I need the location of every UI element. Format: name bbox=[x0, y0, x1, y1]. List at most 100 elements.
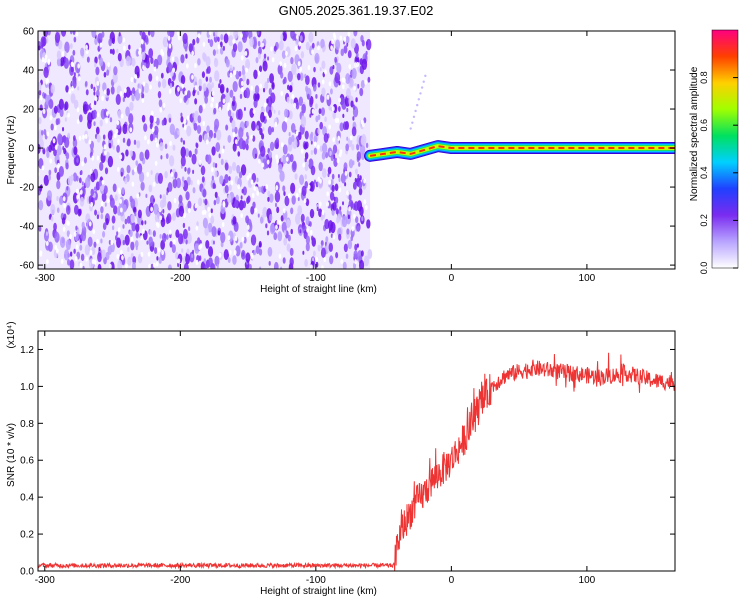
noise-speckle bbox=[180, 137, 183, 143]
noise-speckle bbox=[219, 83, 225, 94]
noise-speckle bbox=[72, 31, 76, 36]
noise-speckle bbox=[124, 234, 130, 246]
noise-gap bbox=[356, 61, 360, 68]
noise-speckle bbox=[127, 247, 130, 252]
figure-title: GN05.2025.361.19.37.E02 bbox=[279, 3, 434, 18]
noise-speckle bbox=[365, 41, 369, 46]
noise-speckle bbox=[350, 38, 356, 49]
noise-speckle bbox=[204, 226, 209, 237]
noise-gap bbox=[265, 184, 269, 190]
noise-speckle bbox=[122, 137, 126, 143]
noise-speckle bbox=[112, 145, 115, 150]
noise-speckle bbox=[228, 35, 234, 47]
noise-speckle bbox=[87, 236, 93, 248]
noise-gap bbox=[71, 85, 74, 92]
noise-gap bbox=[138, 50, 141, 56]
noise-speckle bbox=[249, 37, 254, 47]
noise-speckle bbox=[66, 186, 69, 191]
noise-speckle bbox=[252, 201, 256, 209]
noise-gap bbox=[240, 32, 243, 39]
noise-speckle bbox=[257, 213, 260, 218]
noise-gap bbox=[244, 50, 248, 57]
noise-speckle bbox=[149, 123, 153, 130]
noise-speckle bbox=[357, 83, 360, 89]
noise-speckle bbox=[345, 35, 350, 44]
noise-speckle bbox=[319, 67, 322, 72]
noise-gap bbox=[81, 161, 85, 167]
signal-streak-dot bbox=[417, 98, 421, 101]
noise-speckle bbox=[64, 101, 69, 111]
noise-speckle bbox=[252, 135, 256, 142]
noise-speckle bbox=[337, 213, 342, 222]
noise-speckle bbox=[48, 214, 52, 220]
noise-speckle bbox=[231, 128, 234, 133]
noise-speckle bbox=[282, 144, 288, 155]
noise-speckle bbox=[347, 50, 352, 59]
noise-speckle bbox=[73, 36, 77, 43]
noise-gap bbox=[230, 180, 234, 186]
noise-gap bbox=[266, 115, 270, 121]
noise-gap bbox=[340, 258, 344, 265]
noise-speckle bbox=[206, 65, 211, 74]
snr-x-tick-label: -200 bbox=[170, 575, 190, 586]
noise-gap bbox=[338, 187, 342, 193]
noise-gap bbox=[172, 67, 176, 73]
noise-speckle bbox=[126, 215, 131, 224]
noise-speckle bbox=[276, 206, 280, 214]
noise-gap bbox=[317, 144, 320, 150]
noise-speckle bbox=[256, 93, 260, 101]
noise-gap bbox=[218, 252, 222, 258]
noise-speckle bbox=[286, 243, 291, 252]
noise-speckle bbox=[237, 41, 243, 53]
noise-speckle bbox=[185, 53, 188, 59]
noise-speckle bbox=[207, 38, 210, 43]
noise-speckle bbox=[79, 244, 83, 251]
noise-speckle bbox=[356, 225, 360, 232]
noise-speckle bbox=[105, 218, 109, 226]
noise-speckle bbox=[304, 174, 307, 180]
noise-gap bbox=[240, 80, 244, 86]
noise-speckle bbox=[99, 32, 103, 41]
colorbar-tick-label: 0.6 bbox=[699, 119, 709, 132]
noise-speckle bbox=[129, 90, 133, 96]
noise-speckle bbox=[152, 230, 156, 237]
noise-speckle bbox=[273, 45, 277, 52]
noise-gap bbox=[275, 154, 279, 160]
noise-speckle bbox=[131, 94, 135, 102]
noise-gap bbox=[92, 229, 96, 235]
noise-speckle bbox=[61, 217, 66, 225]
noise-speckle bbox=[194, 243, 200, 254]
noise-speckle bbox=[330, 233, 333, 238]
noise-gap bbox=[343, 36, 347, 42]
noise-gap bbox=[326, 94, 330, 100]
noise-speckle bbox=[64, 41, 70, 54]
noise-speckle bbox=[359, 143, 366, 156]
noise-speckle bbox=[140, 181, 145, 191]
noise-speckle bbox=[258, 242, 262, 248]
noise-speckle bbox=[153, 198, 156, 203]
noise-speckle bbox=[116, 237, 122, 248]
noise-speckle bbox=[361, 39, 365, 47]
noise-speckle bbox=[329, 191, 335, 201]
noise-speckle bbox=[181, 181, 185, 188]
noise-speckle bbox=[70, 66, 74, 73]
noise-gap bbox=[251, 192, 255, 199]
noise-speckle bbox=[122, 97, 125, 103]
noise-speckle bbox=[298, 96, 304, 106]
noise-speckle bbox=[288, 136, 293, 146]
noise-gap bbox=[282, 208, 286, 214]
noise-speckle bbox=[196, 36, 200, 44]
noise-speckle bbox=[347, 239, 353, 250]
noise-gap bbox=[199, 243, 203, 249]
noise-speckle bbox=[114, 194, 118, 201]
spectrogram-x-ticks: -300 -200 -100 0 100 bbox=[35, 31, 596, 284]
noise-speckle bbox=[359, 175, 362, 181]
noise-speckle bbox=[168, 155, 175, 167]
noise-speckle bbox=[56, 195, 59, 202]
signal-streak-dot bbox=[424, 74, 427, 78]
noise-speckle bbox=[305, 216, 310, 226]
noise-gap bbox=[168, 229, 172, 235]
noise-speckle bbox=[284, 195, 290, 207]
noise-speckle bbox=[210, 208, 213, 214]
signal-streak-dot bbox=[416, 103, 419, 107]
